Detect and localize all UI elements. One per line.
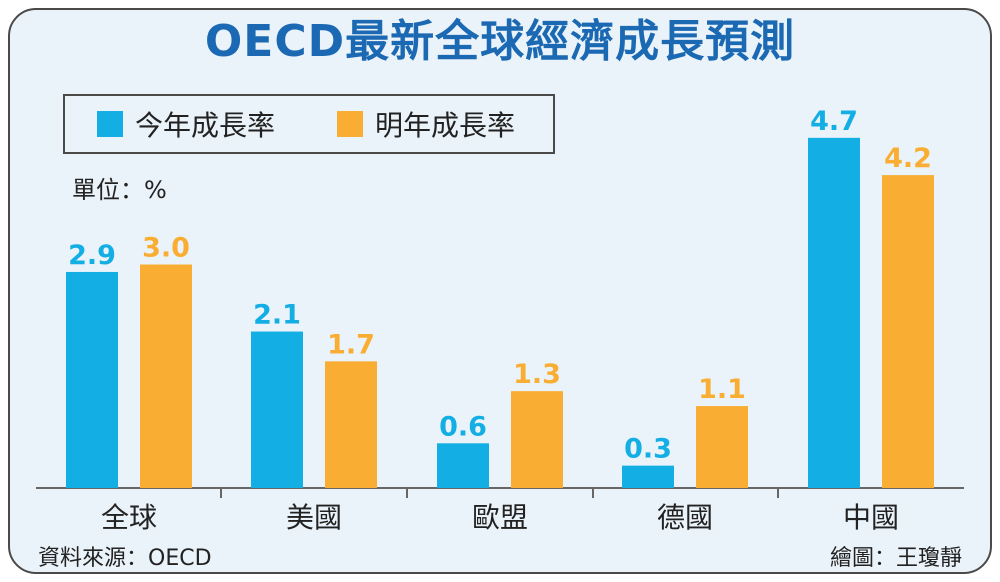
data-label-next-year-5: 4.2 — [884, 143, 932, 174]
bar-next-year-5 — [882, 175, 934, 488]
unit-label: 單位：% — [72, 176, 167, 204]
legend-item-next-year: 明年成長率 — [337, 96, 515, 152]
data-label-next-year-3: 1.3 — [513, 359, 561, 390]
bar-this-year-5 — [808, 137, 860, 488]
bar-next-year-2 — [325, 361, 377, 488]
bar-this-year-2 — [251, 331, 303, 488]
x-tick-label-3: 歐盟 — [472, 501, 528, 534]
bar-next-year-1 — [140, 264, 192, 488]
chart-title: OECD最新全球經濟成長預測 — [204, 16, 796, 67]
source-note: 資料來源：OECD — [38, 546, 212, 571]
credit-note: 繪圖：王瓊靜 — [829, 546, 962, 571]
x-tick-label-2: 美國 — [286, 501, 342, 534]
bar-next-year-3 — [511, 391, 563, 488]
legend-swatch-this-year — [97, 111, 123, 137]
x-tick-label-4: 德國 — [657, 501, 713, 534]
bar-next-year-4 — [696, 406, 748, 488]
legend-label-next-year: 明年成長率 — [375, 109, 516, 142]
data-label-this-year-5: 4.7 — [810, 106, 858, 137]
data-label-next-year-4: 1.1 — [698, 374, 746, 405]
bar-this-year-1 — [66, 271, 118, 488]
bar-this-year-4 — [622, 465, 674, 488]
legend-item-this-year: 今年成長率 — [97, 96, 275, 152]
data-label-next-year-1: 3.0 — [142, 233, 190, 264]
data-label-this-year-1: 2.9 — [68, 240, 116, 271]
x-tick-label-5: 中國 — [843, 501, 899, 534]
data-label-next-year-2: 1.7 — [327, 329, 375, 360]
legend-swatch-next-year — [337, 111, 363, 137]
data-label-this-year-3: 0.6 — [439, 411, 487, 442]
bar-this-year-3 — [437, 443, 489, 488]
data-label-this-year-4: 0.3 — [624, 434, 672, 465]
data-label-this-year-2: 2.1 — [253, 300, 301, 331]
legend: 今年成長率 明年成長率 — [63, 94, 555, 154]
x-tick-label-1: 全球 — [101, 501, 157, 534]
legend-label-this-year: 今年成長率 — [135, 109, 276, 142]
